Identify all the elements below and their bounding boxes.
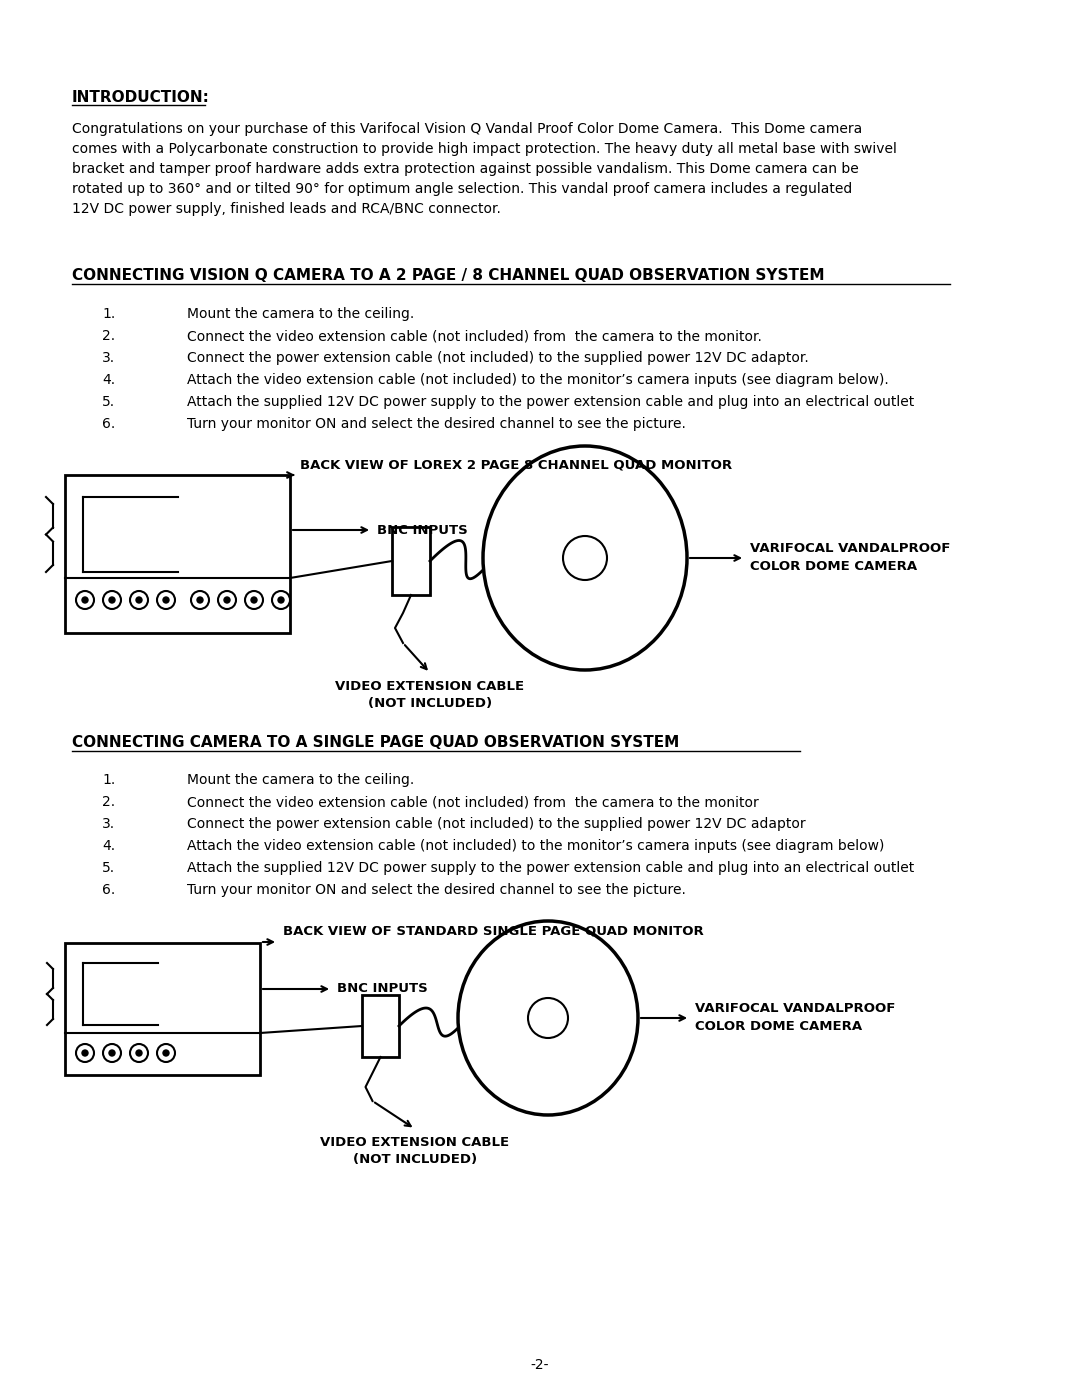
Text: Mount the camera to the ceiling.: Mount the camera to the ceiling. (187, 773, 415, 787)
Circle shape (563, 536, 607, 580)
Text: 3.: 3. (102, 817, 116, 831)
Text: 4.: 4. (102, 840, 116, 854)
Circle shape (109, 1051, 114, 1056)
Text: VARIFOCAL VANDALPROOF
COLOR DOME CAMERA: VARIFOCAL VANDALPROOF COLOR DOME CAMERA (750, 542, 950, 574)
Text: 1.: 1. (102, 307, 116, 321)
Bar (65, 943, 260, 1076)
Circle shape (157, 1044, 175, 1062)
Text: BNC INPUTS: BNC INPUTS (377, 524, 468, 536)
Circle shape (197, 597, 203, 604)
Circle shape (76, 1044, 94, 1062)
Text: 5.: 5. (102, 395, 116, 409)
Text: Connect the power extension cable (not included) to the supplied power 12V DC ad: Connect the power extension cable (not i… (187, 351, 809, 365)
Bar (362, 995, 399, 1058)
Text: Mount the camera to the ceiling.: Mount the camera to the ceiling. (187, 307, 415, 321)
Circle shape (130, 591, 148, 609)
Circle shape (103, 591, 121, 609)
Circle shape (130, 1044, 148, 1062)
Bar (392, 527, 430, 595)
Text: Attach the supplied 12V DC power supply to the power extension cable and plug in: Attach the supplied 12V DC power supply … (187, 395, 915, 409)
Text: 5.: 5. (102, 861, 116, 875)
Circle shape (136, 1051, 141, 1056)
Text: 1.: 1. (102, 773, 116, 787)
Text: Attach the video extension cable (not included) to the monitor’s camera inputs (: Attach the video extension cable (not in… (187, 373, 889, 387)
Text: 4.: 4. (102, 373, 116, 387)
Text: Connect the power extension cable (not included) to the supplied power 12V DC ad: Connect the power extension cable (not i… (187, 817, 806, 831)
Text: BNC INPUTS: BNC INPUTS (337, 982, 428, 996)
Circle shape (245, 591, 264, 609)
Circle shape (218, 591, 237, 609)
Text: Congratulations on your purchase of this Varifocal Vision Q Vandal Proof Color D: Congratulations on your purchase of this… (72, 122, 896, 217)
Circle shape (272, 591, 291, 609)
Circle shape (278, 597, 284, 604)
Circle shape (251, 597, 257, 604)
Text: Turn your monitor ON and select the desired channel to see the picture.: Turn your monitor ON and select the desi… (187, 416, 686, 432)
Circle shape (528, 997, 568, 1038)
Text: Connect the video extension cable (not included) from  the camera to the monitor: Connect the video extension cable (not i… (187, 795, 759, 809)
Ellipse shape (483, 446, 687, 671)
Text: 6.: 6. (102, 416, 116, 432)
Text: Turn your monitor ON and select the desired channel to see the picture.: Turn your monitor ON and select the desi… (187, 883, 686, 897)
Text: 2.: 2. (102, 795, 116, 809)
Text: INTRODUCTION:: INTRODUCTION: (72, 89, 210, 105)
Text: 6.: 6. (102, 883, 116, 897)
Text: CONNECTING VISION Q CAMERA TO A 2 PAGE / 8 CHANNEL QUAD OBSERVATION SYSTEM: CONNECTING VISION Q CAMERA TO A 2 PAGE /… (72, 268, 824, 284)
Circle shape (76, 591, 94, 609)
Text: BACK VIEW OF STANDARD SINGLE PAGE QUAD MONITOR: BACK VIEW OF STANDARD SINGLE PAGE QUAD M… (283, 925, 704, 937)
Ellipse shape (458, 921, 638, 1115)
Text: VARIFOCAL VANDALPROOF
COLOR DOME CAMERA: VARIFOCAL VANDALPROOF COLOR DOME CAMERA (696, 1003, 895, 1034)
Circle shape (103, 1044, 121, 1062)
Circle shape (157, 591, 175, 609)
Text: -2-: -2- (530, 1358, 550, 1372)
Text: VIDEO EXTENSION CABLE
(NOT INCLUDED): VIDEO EXTENSION CABLE (NOT INCLUDED) (336, 680, 525, 710)
Text: Connect the video extension cable (not included) from  the camera to the monitor: Connect the video extension cable (not i… (187, 330, 761, 344)
Bar (65, 475, 291, 633)
Text: BACK VIEW OF LOREX 2 PAGE 8 CHANNEL QUAD MONITOR: BACK VIEW OF LOREX 2 PAGE 8 CHANNEL QUAD… (300, 458, 732, 471)
Text: 2.: 2. (102, 330, 116, 344)
Circle shape (109, 597, 114, 604)
Text: 3.: 3. (102, 351, 116, 365)
Circle shape (82, 597, 87, 604)
Circle shape (191, 591, 210, 609)
Circle shape (224, 597, 230, 604)
Circle shape (163, 1051, 168, 1056)
Circle shape (82, 1051, 87, 1056)
Text: CONNECTING CAMERA TO A SINGLE PAGE QUAD OBSERVATION SYSTEM: CONNECTING CAMERA TO A SINGLE PAGE QUAD … (72, 735, 679, 750)
Text: VIDEO EXTENSION CABLE
(NOT INCLUDED): VIDEO EXTENSION CABLE (NOT INCLUDED) (321, 1136, 510, 1166)
Text: Attach the supplied 12V DC power supply to the power extension cable and plug in: Attach the supplied 12V DC power supply … (187, 861, 915, 875)
Circle shape (163, 597, 168, 604)
Circle shape (136, 597, 141, 604)
Text: Attach the video extension cable (not included) to the monitor’s camera inputs (: Attach the video extension cable (not in… (187, 840, 885, 854)
